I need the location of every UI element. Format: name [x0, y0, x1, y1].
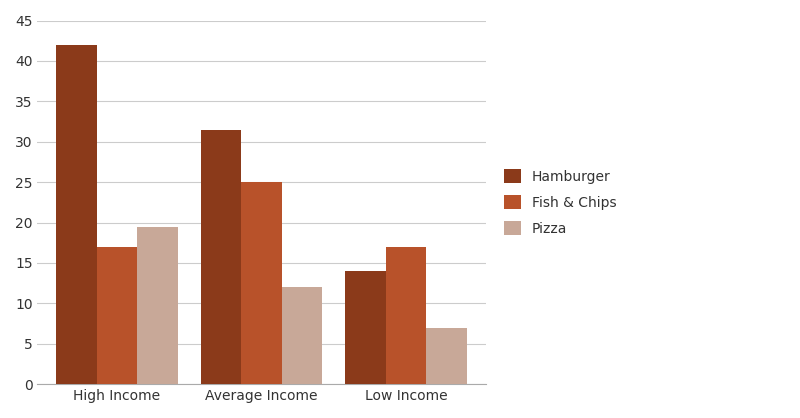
- Bar: [201, 130, 242, 384]
- Bar: [282, 287, 322, 384]
- Bar: [346, 271, 386, 384]
- Legend: Hamburger, Fish & Chips, Pizza: Hamburger, Fish & Chips, Pizza: [497, 162, 623, 242]
- Bar: [242, 182, 282, 384]
- Bar: [97, 247, 138, 384]
- Bar: [138, 227, 178, 384]
- Bar: [426, 328, 466, 384]
- Bar: [56, 45, 97, 384]
- Bar: [386, 247, 426, 384]
